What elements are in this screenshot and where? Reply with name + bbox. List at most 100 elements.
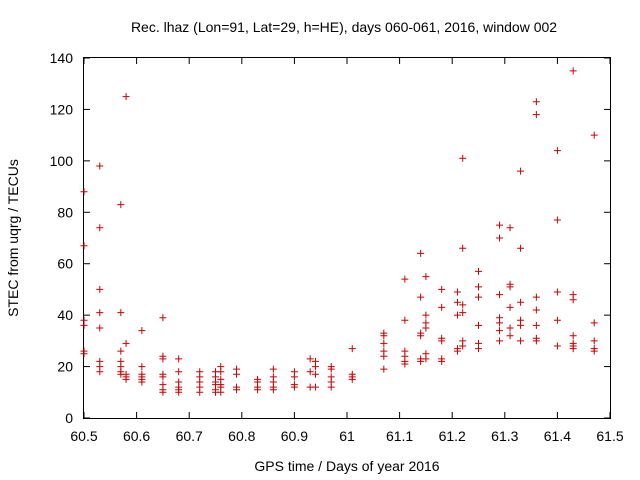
y-tick-label: 100 — [50, 153, 74, 169]
data-point — [122, 339, 130, 347]
x-tick-label: 60.9 — [281, 428, 308, 444]
data-point — [327, 383, 335, 391]
data-point — [380, 332, 388, 340]
data-point — [506, 332, 514, 340]
data-point — [311, 363, 319, 371]
data-point — [233, 386, 241, 394]
data-point — [401, 275, 409, 283]
data-point — [532, 306, 540, 314]
data-point — [475, 293, 482, 301]
data-point — [401, 316, 409, 324]
data-point — [233, 370, 241, 378]
data-point — [590, 131, 598, 139]
data-point — [459, 154, 467, 162]
data-point — [569, 67, 577, 75]
data-point — [96, 285, 104, 293]
data-point — [306, 368, 314, 376]
y-axis: 0 20 40 60 80 100 120 140 — [50, 50, 610, 426]
data-point — [380, 339, 388, 347]
x-tick-label: 61.2 — [439, 428, 466, 444]
data-point — [290, 373, 298, 381]
data-point — [269, 365, 277, 373]
data-point — [269, 386, 277, 394]
data-point — [380, 365, 388, 373]
data-point — [159, 314, 167, 322]
data-point — [175, 368, 183, 376]
data-point — [311, 383, 319, 391]
data-point — [553, 147, 561, 155]
data-point — [517, 321, 525, 329]
data-point — [96, 309, 104, 317]
data-point — [532, 111, 540, 119]
x-tick-label: 60.5 — [70, 428, 97, 444]
data-point — [475, 321, 482, 329]
data-point — [422, 324, 430, 332]
data-point — [306, 355, 314, 363]
x-tick-label: 61.5 — [596, 428, 623, 444]
data-point — [438, 303, 446, 311]
data-point — [496, 337, 504, 345]
data-point — [506, 303, 514, 311]
data-point — [311, 370, 319, 378]
data-point — [475, 267, 482, 275]
data-point — [401, 360, 409, 368]
data-point — [417, 332, 425, 340]
chart-title: Rec. lhaz (Lon=91, Lat=29, h=HE), days 0… — [131, 19, 557, 35]
data-point — [438, 285, 446, 293]
data-point — [96, 368, 104, 376]
data-point — [553, 288, 561, 296]
data-point — [327, 365, 335, 373]
data-point — [569, 332, 577, 340]
data-point — [80, 350, 88, 358]
data-point — [496, 319, 504, 327]
data-point — [217, 368, 225, 376]
data-point — [532, 337, 540, 345]
y-tick-label: 140 — [50, 50, 74, 66]
data-point — [122, 93, 130, 101]
x-tick-label: 61 — [339, 428, 355, 444]
data-point — [138, 378, 146, 386]
data-point — [506, 283, 514, 291]
data-point — [453, 311, 461, 319]
data-point — [290, 383, 298, 391]
data-point — [553, 216, 561, 224]
data-point — [422, 355, 430, 363]
data-point — [517, 244, 525, 252]
data-point — [459, 244, 467, 252]
data-point — [475, 283, 482, 291]
data-point — [569, 345, 577, 353]
y-tick-label: 120 — [50, 101, 74, 117]
data-points — [80, 67, 598, 396]
data-point — [417, 293, 425, 301]
data-point — [453, 298, 461, 306]
x-tick-label: 61.3 — [491, 428, 518, 444]
y-tick-label: 20 — [57, 359, 73, 375]
data-point — [159, 355, 167, 363]
data-point — [96, 324, 104, 332]
x-axis: 60.5 60.6 60.7 60.8 60.9 61 61.1 61.2 61.3 61.4 61… — [70, 58, 624, 444]
data-point — [496, 291, 504, 299]
data-point — [348, 345, 356, 353]
data-point — [453, 288, 461, 296]
data-point — [532, 321, 540, 329]
data-point — [217, 388, 225, 396]
data-point — [138, 363, 146, 371]
data-point — [422, 311, 430, 319]
y-tick-label: 40 — [57, 307, 73, 323]
data-point — [117, 347, 125, 355]
data-point — [175, 355, 183, 363]
data-point — [117, 309, 125, 317]
data-point — [80, 242, 88, 250]
data-point — [496, 234, 504, 242]
data-point — [532, 98, 540, 106]
data-point — [417, 357, 425, 365]
data-point — [553, 316, 561, 324]
x-axis-label: GPS time / Days of year 2016 — [254, 458, 439, 474]
data-point — [196, 388, 204, 396]
data-point — [569, 296, 577, 304]
data-point — [96, 224, 104, 232]
data-point — [459, 342, 467, 350]
data-point — [175, 388, 183, 396]
data-point — [459, 309, 467, 317]
